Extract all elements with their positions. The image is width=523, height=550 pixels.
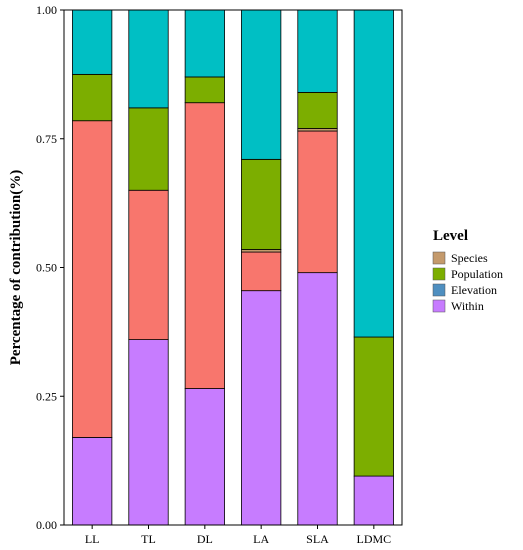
bar-la-population	[241, 158, 282, 250]
bars-group	[72, 9, 394, 526]
y-tick-label: 0.75	[36, 132, 57, 146]
bar-tl-elevation	[128, 9, 169, 109]
bar-sla-residual	[297, 130, 338, 274]
bar-sla-elevation	[297, 9, 338, 93]
bar-ll-within	[72, 437, 113, 526]
bar-dl-residual	[184, 102, 225, 389]
bar-ll-residual	[72, 120, 113, 438]
legend: Level Species Population Elevation Within	[432, 228, 503, 313]
x-tick-label: LL	[85, 532, 100, 546]
bar-tl-within	[128, 339, 169, 526]
bar-ldmc-population	[353, 336, 394, 477]
plot-panel-border	[63, 9, 403, 526]
x-tick-label: DL	[197, 532, 213, 546]
bar-la-within	[241, 290, 282, 526]
y-tick-label: 0.25	[36, 389, 57, 403]
y-axis: 0.00 0.25 0.50 0.75 1.00	[36, 3, 64, 532]
bar-sla-population	[297, 92, 338, 129]
legend-label-within: Within	[451, 299, 484, 313]
bar-ll-elevation	[72, 9, 113, 75]
legend-swatch-elevation	[432, 283, 446, 297]
y-tick-label: 0.50	[36, 261, 57, 275]
bar-dl-population	[184, 76, 225, 104]
x-tick-label: SLA	[306, 532, 329, 546]
x-tick-label: LDMC	[356, 532, 391, 546]
legend-title: Level	[433, 228, 468, 244]
legend-label-elevation: Elevation	[451, 283, 497, 297]
bar-la-residual	[241, 251, 282, 292]
bar-tl-residual	[128, 189, 169, 341]
y-axis-label: Percentage of contribution(%)	[8, 170, 24, 366]
bar-ldmc-within	[353, 475, 394, 526]
legend-swatch-population	[432, 267, 446, 281]
legend-swatch-species	[432, 251, 446, 265]
bar-ll-population	[72, 73, 113, 122]
legend-label-population: Population	[451, 267, 503, 281]
x-axis: LL TL DL LA SLA LDMC	[85, 525, 391, 546]
legend-swatch-within	[432, 299, 446, 313]
bar-ldmc-elevation	[353, 9, 394, 338]
x-tick-label: LA	[253, 532, 269, 546]
bar-sla-within	[297, 272, 338, 526]
y-tick-label: 0.00	[36, 518, 57, 532]
legend-label-species: Species	[451, 251, 488, 265]
bar-dl-within	[184, 388, 225, 526]
bar-la-elevation	[241, 9, 282, 160]
bar-dl-elevation	[184, 9, 225, 78]
y-tick-label: 1.00	[36, 3, 57, 17]
bar-tl-population	[128, 107, 169, 191]
x-tick-label: TL	[141, 532, 156, 546]
